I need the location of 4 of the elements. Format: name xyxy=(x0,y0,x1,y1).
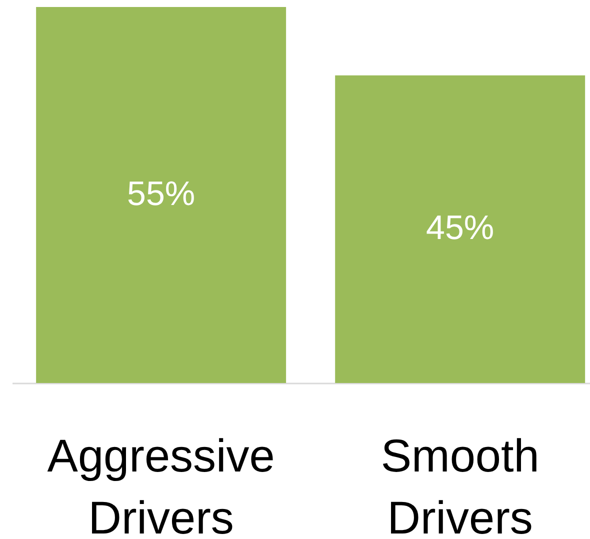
data-label: 45% xyxy=(426,209,494,248)
data-label: 55% xyxy=(127,175,196,213)
x-tick-label: Smooth Drivers xyxy=(380,430,540,539)
x-tick-label: Aggressive Drivers xyxy=(47,430,275,539)
